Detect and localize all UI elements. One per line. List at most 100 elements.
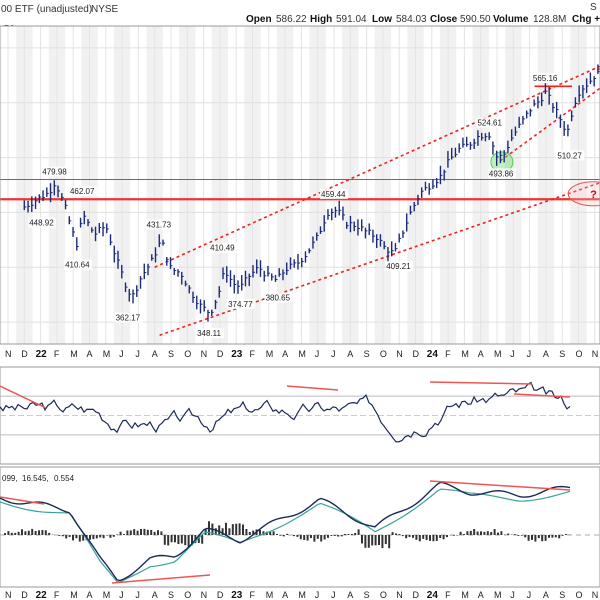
month-tick-label: 23 — [231, 590, 243, 600]
macd-panel: 099, 16.545, 0.554 — [0, 466, 600, 588]
macd-hist-bar — [269, 531, 272, 535]
macd-hist-bar — [99, 535, 102, 538]
macd-hist-bar — [10, 532, 13, 535]
macd-hist-bar — [486, 531, 489, 535]
month-tick-label: 22 — [36, 349, 48, 360]
month-tick-label: N — [201, 590, 208, 600]
price-label-bg — [227, 298, 256, 309]
price-label-bg — [320, 189, 348, 200]
rsi-trend-line — [0, 385, 47, 409]
question-mark: ? — [590, 189, 597, 201]
macd-hist-bar — [357, 529, 360, 535]
month-tick-label: M — [103, 590, 111, 600]
macd-signal-line — [0, 488, 571, 583]
corner-mark: S — [590, 2, 597, 13]
price-label: 362.17 — [116, 314, 141, 323]
macd-hist-bar — [150, 529, 153, 535]
macd-hist-bar — [75, 535, 78, 539]
macd-hist-bar — [245, 528, 248, 535]
macd-hist-bar — [432, 535, 435, 542]
volume-label: Volume — [493, 14, 529, 25]
month-tick-label: M — [494, 349, 502, 359]
price-label-bg — [209, 242, 238, 253]
month-tick-label: J — [510, 590, 515, 600]
close-label: Close — [430, 14, 458, 25]
month-tick-label: N — [201, 349, 208, 359]
macd-hist-bar — [537, 535, 540, 539]
header: 00 ETF (unadjusted) NYSE Open 586.22 Hig… — [1, 2, 600, 35]
macd-readout-2: 16.545, — [22, 474, 49, 483]
macd-hist-bar — [238, 523, 241, 535]
macd-hist-bar — [327, 535, 329, 538]
macd-hist-bar — [24, 531, 27, 535]
macd-hist-bar — [262, 531, 265, 535]
macd-hist-bar — [82, 535, 85, 541]
macd-hist-bar — [388, 535, 391, 549]
macd-hist-bar — [344, 533, 346, 535]
low-value: 584.03 — [396, 14, 427, 25]
rsi-panel — [0, 366, 600, 465]
macd-hist-bar — [497, 532, 499, 535]
macd-hist-bar — [235, 523, 238, 535]
macd-hist-bar — [514, 534, 516, 535]
macd-hist-bar — [398, 534, 401, 535]
macd-hist-bar — [446, 535, 448, 538]
trend-line — [499, 87, 600, 162]
price-label: 410.49 — [210, 244, 235, 253]
macd-hist-bar — [306, 535, 309, 541]
price-label: 374.77 — [228, 300, 253, 309]
macd-hist-bar — [381, 535, 384, 549]
month-tick-label: A — [87, 349, 93, 359]
month-tick-label: A — [347, 590, 353, 600]
macd-hist-bar — [282, 535, 285, 537]
month-tick-label: O — [184, 349, 191, 359]
macd-line — [0, 481, 571, 582]
macd-hist-bar — [44, 530, 47, 535]
macd-hist-bar — [350, 533, 353, 535]
macd-hist-bar — [323, 535, 326, 540]
month-tick-label: M — [298, 590, 306, 600]
month-tick-label: F — [250, 349, 256, 359]
chg-label: Chg + — [572, 14, 600, 25]
macd-hist-bar — [174, 535, 176, 543]
macd-hist-bar — [265, 531, 268, 535]
price-label: 409.21 — [386, 262, 411, 271]
macd-hist-bar — [34, 531, 37, 535]
macd-hist-bar — [293, 535, 295, 537]
month-tick-label: J — [527, 349, 532, 359]
price-label: 479.98 — [42, 168, 67, 177]
macd-hist-bar — [527, 535, 530, 541]
macd-hist-bar — [221, 528, 224, 535]
price-label-bg — [476, 117, 505, 128]
macd-trend-line — [429, 480, 571, 491]
macd-hist-bar — [177, 535, 180, 545]
macd-hist-bar — [415, 535, 418, 540]
macd-hist-bar — [191, 535, 193, 546]
volume-value: 128.8M — [533, 14, 566, 25]
macd-hist-bar — [78, 535, 81, 542]
macd-hist-bar — [517, 535, 520, 536]
price-label-bg — [145, 219, 174, 230]
price-label-bg — [28, 217, 57, 228]
month-tick-label: S — [559, 590, 565, 600]
macd-hist-bar — [330, 535, 333, 536]
month-tick-label: D — [413, 349, 420, 359]
macd-hist-bar — [299, 535, 302, 540]
price-label: 493.86 — [489, 169, 514, 178]
price-label: 565.16 — [533, 74, 558, 83]
month-tick-label: A — [87, 590, 93, 600]
price-panel-bg — [0, 26, 600, 344]
macd-hist-bar — [95, 535, 98, 539]
macd-hist-bar — [320, 535, 323, 542]
macd-hist-bar — [405, 535, 408, 539]
macd-hist-bar — [480, 531, 482, 535]
month-tick-label: M — [70, 349, 78, 359]
macd-hist-bar — [558, 535, 561, 539]
month-tick-label: D — [217, 590, 224, 600]
open-value: 586.22 — [276, 14, 307, 25]
month-tick-label: D — [413, 590, 420, 600]
month-tick-label: D — [21, 349, 28, 359]
exchange-label: NYSE — [91, 4, 119, 15]
month-tick-label: 24 — [427, 590, 439, 600]
